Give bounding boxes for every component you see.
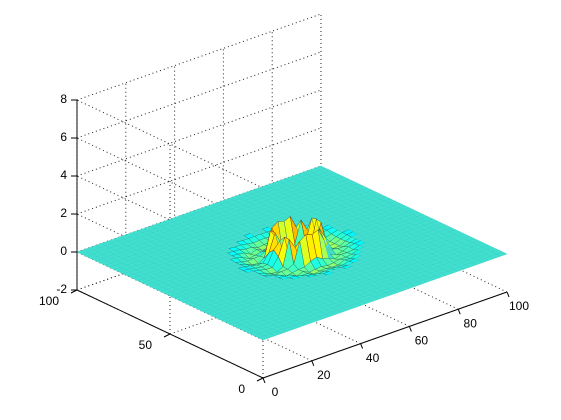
x-tick-label: 60 bbox=[415, 334, 429, 348]
z-tick-label: -2 bbox=[56, 282, 67, 296]
x-tick-mark bbox=[262, 377, 266, 384]
x-tick-mark bbox=[408, 326, 412, 332]
y-tick-mark bbox=[163, 333, 171, 338]
grid-wall-z-back bbox=[76, 51, 322, 139]
grid-wall-z-back bbox=[76, 13, 322, 101]
y-tick-label: 100 bbox=[39, 294, 59, 308]
y-tick-label: 0 bbox=[238, 382, 245, 396]
x-tick-label: 20 bbox=[317, 368, 331, 382]
x-tick-mark bbox=[311, 360, 315, 366]
x-tick-label: 40 bbox=[366, 351, 380, 365]
x-tick-mark bbox=[360, 343, 364, 349]
grid-wall-z-back bbox=[76, 89, 322, 177]
y-tick-mark bbox=[256, 377, 264, 382]
x-tick-mark bbox=[506, 291, 510, 298]
y-tick-label: 50 bbox=[139, 338, 153, 352]
z-tick-label: 0 bbox=[60, 244, 67, 258]
surface-cell bbox=[495, 251, 508, 257]
z-tick-label: 2 bbox=[60, 206, 67, 220]
surface-mesh bbox=[76, 165, 508, 341]
x-tick-label: 80 bbox=[464, 316, 478, 330]
x-tick-label: 0 bbox=[272, 385, 279, 399]
z-tick-label: 6 bbox=[60, 130, 67, 144]
z-tick-label: 4 bbox=[60, 168, 67, 182]
x-tick-label: 100 bbox=[509, 299, 529, 313]
x-axis-line bbox=[262, 291, 508, 379]
z-tick-label: 8 bbox=[60, 92, 67, 106]
x-tick-mark bbox=[457, 309, 461, 315]
